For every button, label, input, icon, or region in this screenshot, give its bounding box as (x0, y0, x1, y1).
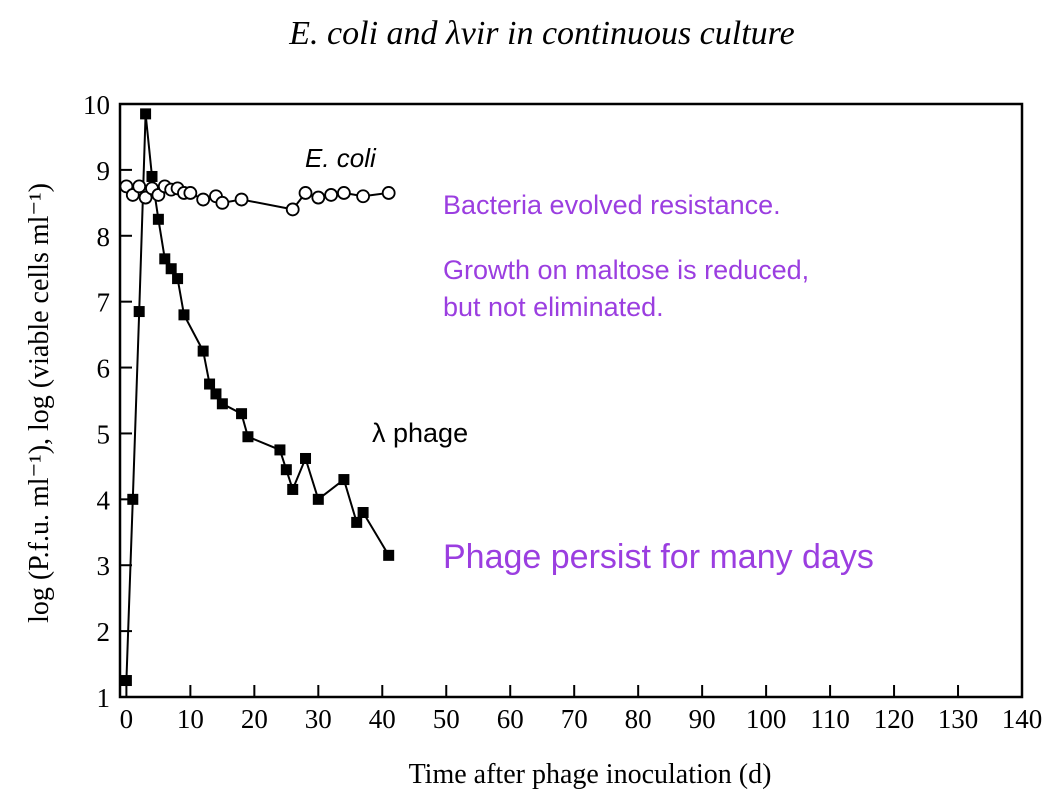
data-point-lambda-phage (140, 108, 152, 120)
data-point-e-coli (381, 186, 396, 200)
data-point-lambda-phage (357, 507, 369, 519)
data-point-e-coli (298, 186, 313, 200)
data-point-lambda-phage (204, 378, 216, 390)
x-tick-label: 110 (810, 704, 850, 734)
data-point-e-coli (215, 195, 230, 210)
y-tick-label: 1 (97, 683, 111, 713)
data-point-lambda-phage (178, 309, 190, 321)
x-tick-label: 140 (1002, 704, 1043, 734)
data-point-lambda-phage (197, 345, 209, 357)
data-point-e-coli (234, 192, 249, 207)
plot-axes (118, 102, 1024, 699)
x-tick-label: 100 (746, 704, 787, 734)
data-point-e-coli (285, 202, 300, 217)
x-tick-label: 0 (120, 704, 134, 734)
series-label-lambda-phage: λ phage (372, 418, 468, 448)
y-tick-label: 10 (83, 90, 110, 120)
x-tick-label: 20 (241, 704, 268, 734)
data-point-lambda-phage (338, 474, 350, 486)
data-point-lambda-phage (172, 273, 184, 285)
data-point-lambda-phage (210, 388, 222, 400)
x-axis-label: Time after phage inoculation (d) (409, 759, 772, 790)
data-point-lambda-phage (236, 408, 248, 420)
y-tick-label: 9 (97, 156, 111, 186)
y-tick-label: 8 (97, 222, 111, 252)
y-tick-label: 4 (97, 485, 111, 515)
data-point-e-coli (196, 192, 211, 207)
x-tick-label: 10 (177, 704, 204, 734)
data-point-lambda-phage (127, 493, 139, 505)
data-point-lambda-phage (280, 464, 292, 476)
annotation-growth-reduced: Growth on maltose is reduced, (443, 255, 809, 285)
data-point-lambda-phage (383, 549, 395, 561)
annotation-resistance: Bacteria evolved resistance. (443, 190, 781, 220)
x-tick-label: 120 (874, 704, 915, 734)
x-axis-ticks: 0 10 20 30 40 50 60 70 80 90 100 110 120 130 140 (120, 685, 1043, 734)
data-point-e-coli (337, 186, 351, 200)
y-tick-label: 5 (97, 419, 111, 449)
data-point-lambda-phage (165, 263, 177, 275)
x-tick-label: 130 (938, 704, 979, 734)
annotation-phage-persist: Phage persist for many days (443, 538, 874, 576)
y-axis-ticks: 1 2 3 4 5 6 7 8 9 10 (83, 90, 132, 713)
y-tick-label: 7 (97, 288, 111, 318)
data-point-e-coli (183, 186, 198, 200)
series-lines (125, 113, 390, 681)
series-line-lambda-phage (125, 113, 390, 681)
series-label-e-coli: E. coli (305, 143, 377, 173)
x-tick-label: 90 (689, 704, 716, 734)
data-point-lambda-phage (300, 452, 312, 464)
x-tick-label: 40 (369, 704, 396, 734)
data-point-lambda-phage (274, 444, 286, 456)
data-point-e-coli (324, 188, 339, 202)
chart-title: E. coli and λvir in continuous culture (288, 15, 794, 52)
data-point-e-coli (356, 189, 370, 204)
y-tick-label: 3 (97, 551, 111, 581)
annotation-not-eliminated: but not eliminated. (443, 292, 664, 322)
y-tick-label: 2 (97, 617, 111, 647)
x-tick-label: 70 (561, 704, 588, 734)
data-point-lambda-phage (152, 213, 164, 225)
series-markers (119, 108, 396, 687)
data-point-lambda-phage (146, 170, 158, 182)
plot-frame (118, 102, 1024, 699)
data-point-e-coli (311, 190, 326, 205)
data-point-lambda-phage (216, 398, 228, 410)
y-tick-label: 6 (97, 354, 111, 384)
data-point-lambda-phage (287, 483, 299, 495)
data-point-lambda-phage (133, 306, 145, 318)
data-point-e-coli (132, 179, 147, 194)
data-point-e-coli (138, 190, 153, 205)
x-tick-label: 60 (497, 704, 524, 734)
data-point-lambda-phage (242, 431, 254, 443)
x-tick-label: 80 (625, 704, 652, 734)
data-point-lambda-phage (120, 675, 132, 687)
y-axis-label: log (P.f.u. ml⁻¹), log (viable cells ml⁻… (24, 183, 55, 623)
data-point-lambda-phage (312, 493, 324, 505)
data-point-lambda-phage (351, 516, 363, 528)
data-point-lambda-phage (159, 253, 171, 265)
x-tick-label: 30 (305, 704, 332, 734)
x-tick-label: 50 (433, 704, 460, 734)
